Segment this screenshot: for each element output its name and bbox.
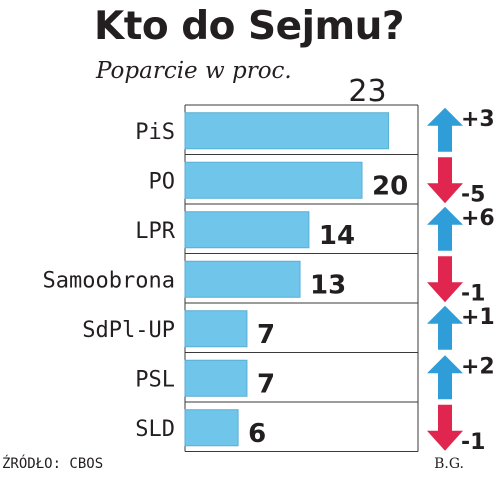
bar-sdpl-up [184, 310, 248, 348]
value-label: 13 [310, 270, 346, 300]
arrow-up-icon [427, 305, 463, 350]
bar-po [184, 161, 363, 199]
category-label: PiS [135, 120, 175, 145]
arrow-down-icon [427, 157, 463, 204]
category-label: SLD [135, 417, 175, 442]
bar-psl [184, 359, 248, 397]
bar-sld [184, 409, 239, 447]
value-label: 23 [348, 74, 386, 109]
value-label: 6 [248, 419, 266, 449]
change-label: +1 [461, 305, 495, 330]
change-label: +6 [461, 206, 495, 231]
value-label: 7 [257, 320, 275, 350]
change-label: -1 [461, 430, 485, 455]
value-label: 7 [257, 369, 275, 399]
change-label: -1 [461, 281, 485, 306]
author-credit: B.G. [434, 456, 464, 472]
category-label: Samoobrona [43, 268, 175, 293]
bar-pis [184, 112, 390, 150]
arrow-up-icon [427, 206, 463, 251]
change-label: -5 [461, 182, 485, 207]
category-label: PO [149, 169, 176, 194]
change-label: +2 [461, 354, 495, 379]
value-label: 14 [319, 221, 355, 251]
chart-subtitle: Poparcie w proc. [96, 58, 292, 84]
value-label: 20 [372, 171, 408, 201]
change-label: +3 [461, 107, 495, 132]
source-note: ŹRÓDŁO: CBOS [2, 456, 104, 472]
chart-title: Kto do Sejmu? [94, 4, 404, 49]
arrow-down-icon [427, 256, 463, 303]
arrow-up-icon [427, 355, 463, 400]
category-label: PSL [135, 367, 175, 392]
category-label: LPR [135, 219, 175, 244]
category-label: SdPl-UP [82, 318, 175, 343]
arrow-down-icon [427, 404, 463, 451]
bar-samoobrona [184, 260, 301, 298]
arrow-up-icon [427, 107, 463, 152]
bar-lpr [184, 211, 310, 249]
